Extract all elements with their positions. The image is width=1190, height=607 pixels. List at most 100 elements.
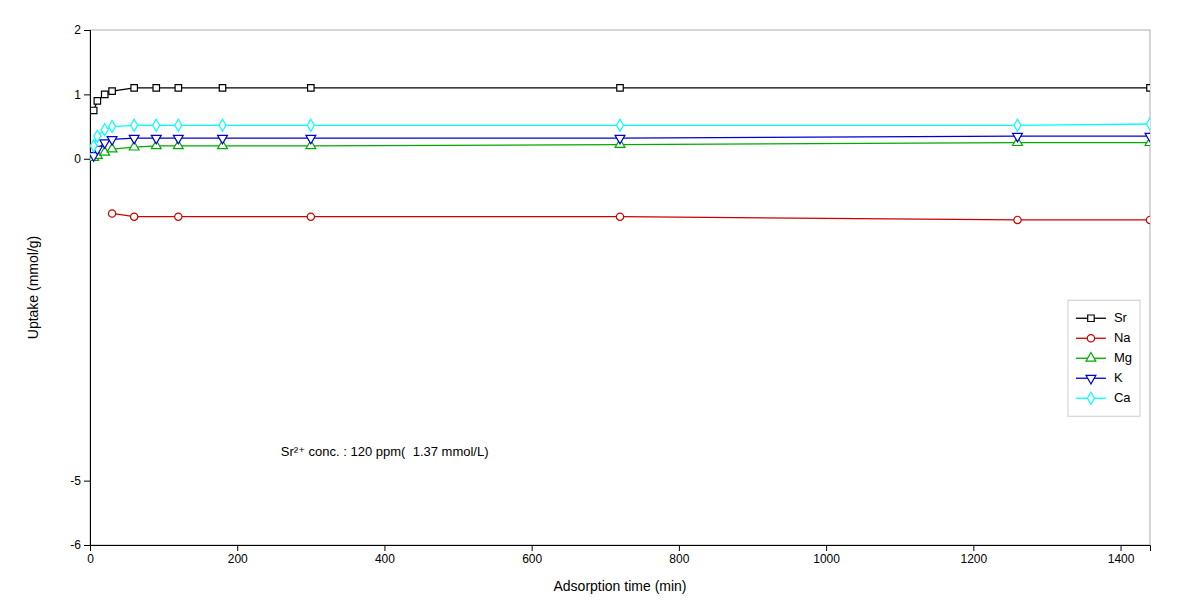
tick-label: 600 bbox=[522, 552, 542, 566]
annotation: Sr²⁺ conc. : 120 ppm( 1.37 mmol/L) bbox=[281, 444, 489, 459]
legend: Sr Na Mg K Ca bbox=[1068, 300, 1140, 416]
data-point bbox=[1147, 85, 1150, 91]
tick-label: 2 bbox=[74, 23, 81, 37]
data-point bbox=[94, 98, 100, 104]
series-line bbox=[112, 213, 1150, 219]
legend-symbol bbox=[1088, 315, 1094, 321]
data-point bbox=[131, 213, 138, 220]
legend-symbol bbox=[1087, 335, 1094, 342]
tick-label: -6 bbox=[70, 538, 81, 552]
tick: 800 bbox=[669, 545, 689, 566]
axis-line bbox=[91, 546, 1151, 552]
data-point bbox=[175, 85, 181, 91]
tick: 2 bbox=[74, 23, 90, 37]
tick-label: 400 bbox=[375, 552, 395, 566]
tick-mark bbox=[532, 545, 533, 551]
data-point bbox=[307, 119, 314, 131]
tick: 600 bbox=[522, 545, 542, 566]
data-point bbox=[101, 91, 107, 97]
data-point bbox=[617, 85, 623, 91]
legend-item: Ca bbox=[1076, 390, 1131, 405]
series-line bbox=[94, 136, 1150, 155]
legend-item: Na bbox=[1076, 330, 1131, 345]
data-point bbox=[1013, 133, 1023, 142]
tick-label: -5 bbox=[70, 474, 81, 488]
tick: 400 bbox=[375, 545, 395, 566]
data-point bbox=[151, 135, 161, 144]
data-point bbox=[175, 119, 182, 131]
data-point bbox=[218, 135, 228, 144]
data-point bbox=[616, 213, 623, 220]
tick: 0 bbox=[87, 545, 94, 566]
data-point bbox=[173, 135, 183, 144]
data-point bbox=[101, 124, 108, 136]
data-point bbox=[153, 119, 160, 131]
tick-label: 800 bbox=[669, 552, 689, 566]
tick-mark bbox=[826, 545, 827, 551]
tick-mark bbox=[679, 545, 680, 551]
legend-item: K bbox=[1076, 370, 1123, 385]
tick: 1200 bbox=[960, 545, 987, 566]
data-marks bbox=[90, 85, 1150, 224]
tick: 1000 bbox=[813, 545, 840, 566]
data-point bbox=[107, 137, 117, 146]
data-point bbox=[90, 140, 97, 152]
data-point bbox=[617, 119, 624, 131]
data-point bbox=[131, 119, 138, 131]
tick-mark bbox=[84, 159, 90, 160]
legend-item: Mg bbox=[1076, 350, 1132, 365]
legend-item: Sr bbox=[1076, 310, 1128, 325]
tick-mark bbox=[84, 545, 90, 546]
legend-label: Sr bbox=[1114, 310, 1128, 325]
legend-label: Mg bbox=[1114, 350, 1132, 365]
tick-mark bbox=[84, 30, 90, 31]
data-point bbox=[109, 121, 116, 133]
data-point bbox=[306, 135, 316, 144]
data-point bbox=[1146, 216, 1150, 223]
tick-label: 1 bbox=[74, 88, 81, 102]
data-point bbox=[129, 135, 139, 144]
y-axis-title: Uptake (mmol/g) bbox=[25, 236, 41, 339]
tick: 1400 bbox=[1108, 545, 1135, 566]
legend-symbol bbox=[1086, 375, 1096, 384]
tick-label: 1000 bbox=[813, 552, 840, 566]
tick-label: 1400 bbox=[1108, 552, 1135, 566]
data-point bbox=[175, 213, 182, 220]
tick-mark bbox=[973, 545, 974, 551]
plot: 0 200 400 600 800 1000 1200 1400 -6 -5 0 1 2 Adsorpti… bbox=[25, 23, 1155, 594]
legend-label: Ca bbox=[1114, 390, 1131, 405]
data-point bbox=[219, 119, 226, 131]
data-point bbox=[153, 85, 159, 91]
data-point bbox=[615, 135, 625, 144]
tick-mark bbox=[84, 481, 90, 482]
tick-mark bbox=[1121, 545, 1122, 551]
data-point bbox=[1014, 216, 1021, 223]
tick-label: 1200 bbox=[960, 552, 987, 566]
tick-label: 0 bbox=[87, 552, 94, 566]
x-axis-title: Adsorption time (min) bbox=[553, 578, 686, 594]
tick-mark bbox=[384, 545, 385, 551]
data-point bbox=[1014, 119, 1021, 131]
legend-symbol bbox=[1087, 392, 1094, 404]
legend-box bbox=[1068, 300, 1140, 416]
legend-label: K bbox=[1114, 370, 1123, 385]
legend-label: Na bbox=[1114, 330, 1131, 345]
axis-line bbox=[84, 31, 91, 546]
data-point bbox=[308, 85, 314, 91]
data-point bbox=[131, 85, 137, 91]
tick: -5 bbox=[70, 474, 90, 488]
tick: 200 bbox=[228, 545, 248, 566]
tick-mark bbox=[84, 94, 90, 95]
chart-svg: 0 200 400 600 800 1000 1200 1400 -6 -5 0 1 2 Adsorpti… bbox=[0, 0, 1190, 607]
data-point bbox=[109, 88, 115, 94]
data-point bbox=[1145, 133, 1150, 142]
x-axis: 0 200 400 600 800 1000 1200 1400 bbox=[87, 545, 1150, 566]
data-point bbox=[307, 213, 314, 220]
data-point bbox=[1147, 118, 1150, 130]
data-point bbox=[219, 85, 225, 91]
y-axis: -6-5012 bbox=[70, 23, 90, 552]
data-point bbox=[90, 107, 96, 113]
tick-mark bbox=[237, 545, 238, 551]
data-point bbox=[94, 130, 101, 142]
data-point bbox=[100, 140, 110, 149]
